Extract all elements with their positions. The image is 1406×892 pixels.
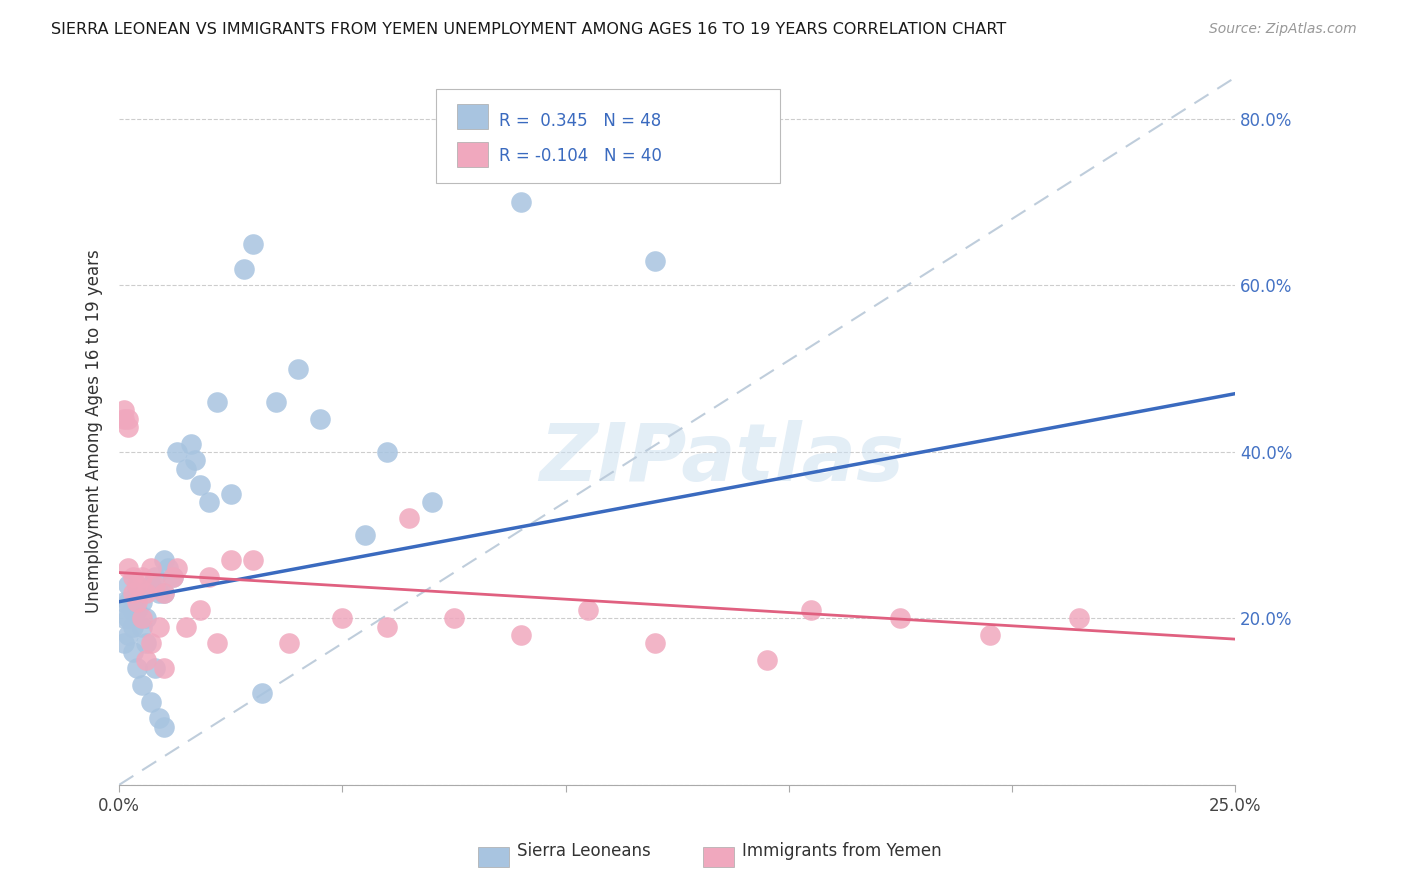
Point xyxy=(375,445,398,459)
Point xyxy=(277,636,299,650)
Point xyxy=(264,395,287,409)
Point xyxy=(148,620,170,634)
Point xyxy=(162,570,184,584)
Point xyxy=(153,586,176,600)
Point xyxy=(242,553,264,567)
Point xyxy=(135,586,157,600)
Point xyxy=(180,436,202,450)
Point xyxy=(979,628,1001,642)
Point xyxy=(135,611,157,625)
Point xyxy=(242,236,264,251)
Point xyxy=(184,453,207,467)
Point xyxy=(121,570,143,584)
Point xyxy=(127,586,149,600)
Text: SIERRA LEONEAN VS IMMIGRANTS FROM YEMEN UNEMPLOYMENT AMONG AGES 16 TO 19 YEARS C: SIERRA LEONEAN VS IMMIGRANTS FROM YEMEN … xyxy=(51,22,1005,37)
Point xyxy=(143,570,166,584)
Point xyxy=(755,653,778,667)
Point xyxy=(219,553,242,567)
Point xyxy=(375,620,398,634)
Text: ZIPatlas: ZIPatlas xyxy=(540,420,904,499)
Point xyxy=(309,411,332,425)
Point xyxy=(139,636,162,650)
Text: R =  0.345   N = 48: R = 0.345 N = 48 xyxy=(499,112,661,129)
Point xyxy=(148,586,170,600)
Point xyxy=(153,553,176,567)
Point xyxy=(131,620,153,634)
Point xyxy=(644,636,666,650)
Point xyxy=(121,603,143,617)
Point xyxy=(117,578,139,592)
Point xyxy=(153,586,176,600)
Point xyxy=(117,420,139,434)
Point xyxy=(131,595,153,609)
Point xyxy=(148,711,170,725)
Point xyxy=(112,411,135,425)
Text: R = -0.104   N = 40: R = -0.104 N = 40 xyxy=(499,147,662,165)
Point xyxy=(121,620,143,634)
Point xyxy=(127,578,149,592)
Point xyxy=(443,611,465,625)
Point xyxy=(510,628,533,642)
Point xyxy=(117,628,139,642)
Text: Sierra Leoneans: Sierra Leoneans xyxy=(517,842,651,860)
Point xyxy=(174,620,197,634)
Point xyxy=(188,478,211,492)
Point xyxy=(117,411,139,425)
Point xyxy=(197,570,219,584)
Point xyxy=(131,570,153,584)
Point xyxy=(420,495,443,509)
Point xyxy=(398,511,420,525)
Point xyxy=(131,611,153,625)
Point xyxy=(153,661,176,675)
Point xyxy=(143,578,166,592)
Point xyxy=(510,195,533,210)
Point xyxy=(197,495,219,509)
Point xyxy=(157,561,180,575)
Point xyxy=(889,611,911,625)
Text: Immigrants from Yemen: Immigrants from Yemen xyxy=(742,842,942,860)
Point xyxy=(121,645,143,659)
Point xyxy=(112,636,135,650)
Point xyxy=(800,603,823,617)
Point xyxy=(117,561,139,575)
Point xyxy=(112,611,135,625)
Point xyxy=(332,611,354,625)
Point xyxy=(127,595,149,609)
Text: Source: ZipAtlas.com: Source: ZipAtlas.com xyxy=(1209,22,1357,37)
Point xyxy=(131,678,153,692)
Point xyxy=(576,603,599,617)
Point xyxy=(207,636,229,650)
Point xyxy=(1067,611,1090,625)
Point xyxy=(139,561,162,575)
Point xyxy=(174,461,197,475)
Point xyxy=(162,570,184,584)
Point xyxy=(353,528,375,542)
Point xyxy=(127,603,149,617)
Point xyxy=(287,361,309,376)
Point xyxy=(166,561,188,575)
Point xyxy=(117,595,139,609)
Point xyxy=(112,403,135,417)
Point xyxy=(121,586,143,600)
Point xyxy=(135,636,157,650)
Point xyxy=(233,261,256,276)
Point xyxy=(139,578,162,592)
Point xyxy=(644,253,666,268)
Point xyxy=(117,611,139,625)
Point xyxy=(139,694,162,708)
Point xyxy=(250,686,273,700)
Point xyxy=(112,595,135,609)
Point xyxy=(166,445,188,459)
Y-axis label: Unemployment Among Ages 16 to 19 years: Unemployment Among Ages 16 to 19 years xyxy=(86,249,103,613)
Point xyxy=(219,486,242,500)
Point xyxy=(188,603,211,617)
Point xyxy=(207,395,229,409)
Point xyxy=(127,661,149,675)
Point xyxy=(143,661,166,675)
Point xyxy=(135,653,157,667)
Point xyxy=(153,719,176,733)
